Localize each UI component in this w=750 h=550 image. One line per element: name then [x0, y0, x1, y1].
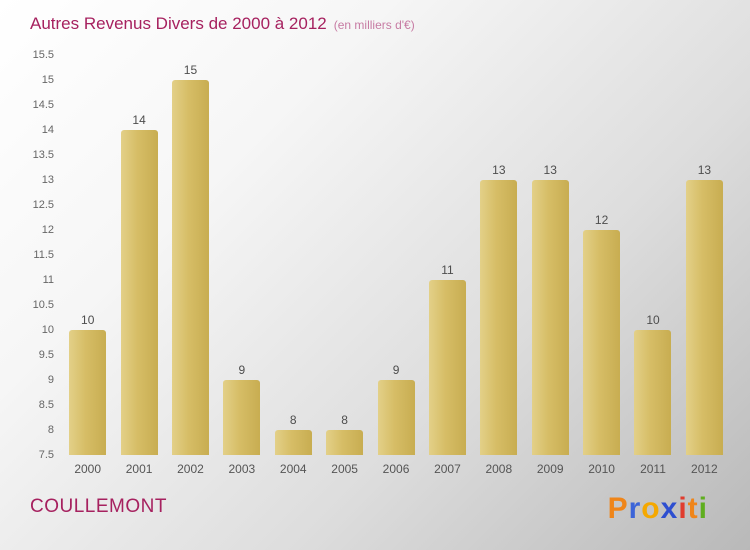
bar-slot: 13 2009 — [525, 163, 576, 476]
bar-slot: 10 2011 — [627, 313, 678, 476]
y-tick-label: 11 — [42, 274, 54, 286]
y-tick-label: 12.5 — [32, 199, 54, 211]
bar-value-label: 10 — [81, 313, 95, 327]
x-tick-label: 2008 — [485, 462, 513, 476]
bar-value-label: 11 — [441, 263, 454, 277]
bar-slot: 14 2001 — [113, 113, 164, 476]
bar — [171, 80, 209, 455]
y-tick-label: 15.5 — [32, 49, 54, 61]
bar — [120, 130, 158, 455]
x-tick-label: 2006 — [382, 462, 410, 476]
y-tick-label: 13 — [41, 174, 54, 186]
bar-value-label: 10 — [646, 313, 660, 327]
logo-letter: x — [660, 492, 679, 525]
logo-letter: r — [628, 492, 642, 525]
bar-value-label: 13 — [543, 163, 557, 177]
bar-value-label: 14 — [132, 113, 146, 127]
y-tick-label: 8.5 — [38, 399, 54, 411]
x-tick-label: 2003 — [228, 462, 256, 476]
bar-slot: 8 2004 — [268, 413, 319, 476]
y-tick-label: 9.5 — [38, 349, 54, 361]
x-tick-label: 2010 — [588, 462, 615, 476]
commune-name: COULLEMONT — [30, 496, 167, 517]
logo-letter: P — [607, 492, 629, 525]
x-tick-label: 2012 — [691, 462, 718, 476]
x-tick-label: 2007 — [434, 462, 461, 476]
x-tick-label: 2000 — [74, 462, 102, 476]
proxiti-logo: Proxiti — [608, 492, 708, 526]
bar-slot: 9 2003 — [216, 363, 267, 476]
logo-letter: i — [678, 492, 688, 525]
bar — [480, 180, 518, 455]
x-tick-label: 2001 — [125, 462, 153, 476]
y-tick-label: 11.5 — [33, 249, 54, 261]
x-tick-label: 2009 — [536, 462, 564, 476]
bar-value-label: 8 — [341, 413, 348, 427]
bar — [531, 180, 569, 455]
bar — [583, 230, 621, 455]
y-tick-label: 7.5 — [38, 449, 54, 461]
x-tick-label: 2004 — [279, 462, 307, 476]
x-tick-label: 2011 — [640, 462, 666, 476]
bar-slot: 13 2012 — [679, 163, 730, 476]
bar-slot: 9 2006 — [370, 363, 421, 476]
y-tick-label: 9 — [47, 374, 54, 386]
y-tick-label: 10.5 — [32, 299, 54, 311]
bar-value-label: 8 — [289, 413, 297, 427]
bar-value-label: 9 — [392, 363, 400, 377]
y-tick-label: 12 — [41, 224, 54, 236]
bar — [685, 180, 723, 455]
bar — [274, 430, 312, 455]
bar-slot: 11 2007 — [422, 263, 473, 476]
bars-container: 10 2000 14 2001 15 2002 9 2003 8 2004 8 2005 9 2006 11… — [62, 55, 730, 476]
x-tick-label: 2002 — [177, 462, 204, 476]
y-tick-label: 13.5 — [32, 149, 54, 161]
bar-value-label: 15 — [183, 63, 198, 77]
bar-slot: 15 2002 — [165, 63, 216, 476]
chart-header: Autres Revenus Divers de 2000 à 2012 (en … — [30, 14, 415, 34]
chart-title: Autres Revenus Divers de 2000 à 2012 — [30, 14, 327, 33]
logo-letter: o — [641, 492, 661, 525]
bar — [634, 330, 672, 455]
bar — [377, 380, 415, 455]
y-tick-label: 15 — [41, 74, 54, 86]
bar-slot: 13 2008 — [473, 163, 524, 476]
x-tick-label: 2005 — [331, 462, 358, 476]
bar-slot: 10 2000 — [62, 313, 113, 476]
bar-slot: 8 2005 — [319, 413, 370, 476]
bar — [428, 280, 466, 455]
logo-letter: t — [687, 492, 699, 525]
bar — [326, 430, 364, 455]
bar — [223, 380, 261, 455]
bar — [69, 330, 107, 455]
y-tick-label: 8 — [47, 424, 54, 436]
plot-area: 7.5 8 8.5 9 9.5 10 10.5 11 11.5 12 12.5 13 13.5 14 14.… — [33, 49, 730, 476]
y-tick-label: 14 — [41, 124, 54, 136]
y-tick-label: 14.5 — [32, 99, 54, 111]
bar-value-label: 12 — [594, 213, 609, 227]
bar-value-label: 9 — [238, 363, 246, 377]
y-tick-label: 10 — [41, 324, 54, 336]
bar-value-label: 13 — [492, 163, 506, 177]
bar-slot: 12 2010 — [576, 213, 627, 476]
chart-subtitle: (en milliers d'€) — [333, 18, 415, 32]
bar-value-label: 13 — [697, 163, 712, 177]
logo-letter: i — [698, 492, 708, 525]
